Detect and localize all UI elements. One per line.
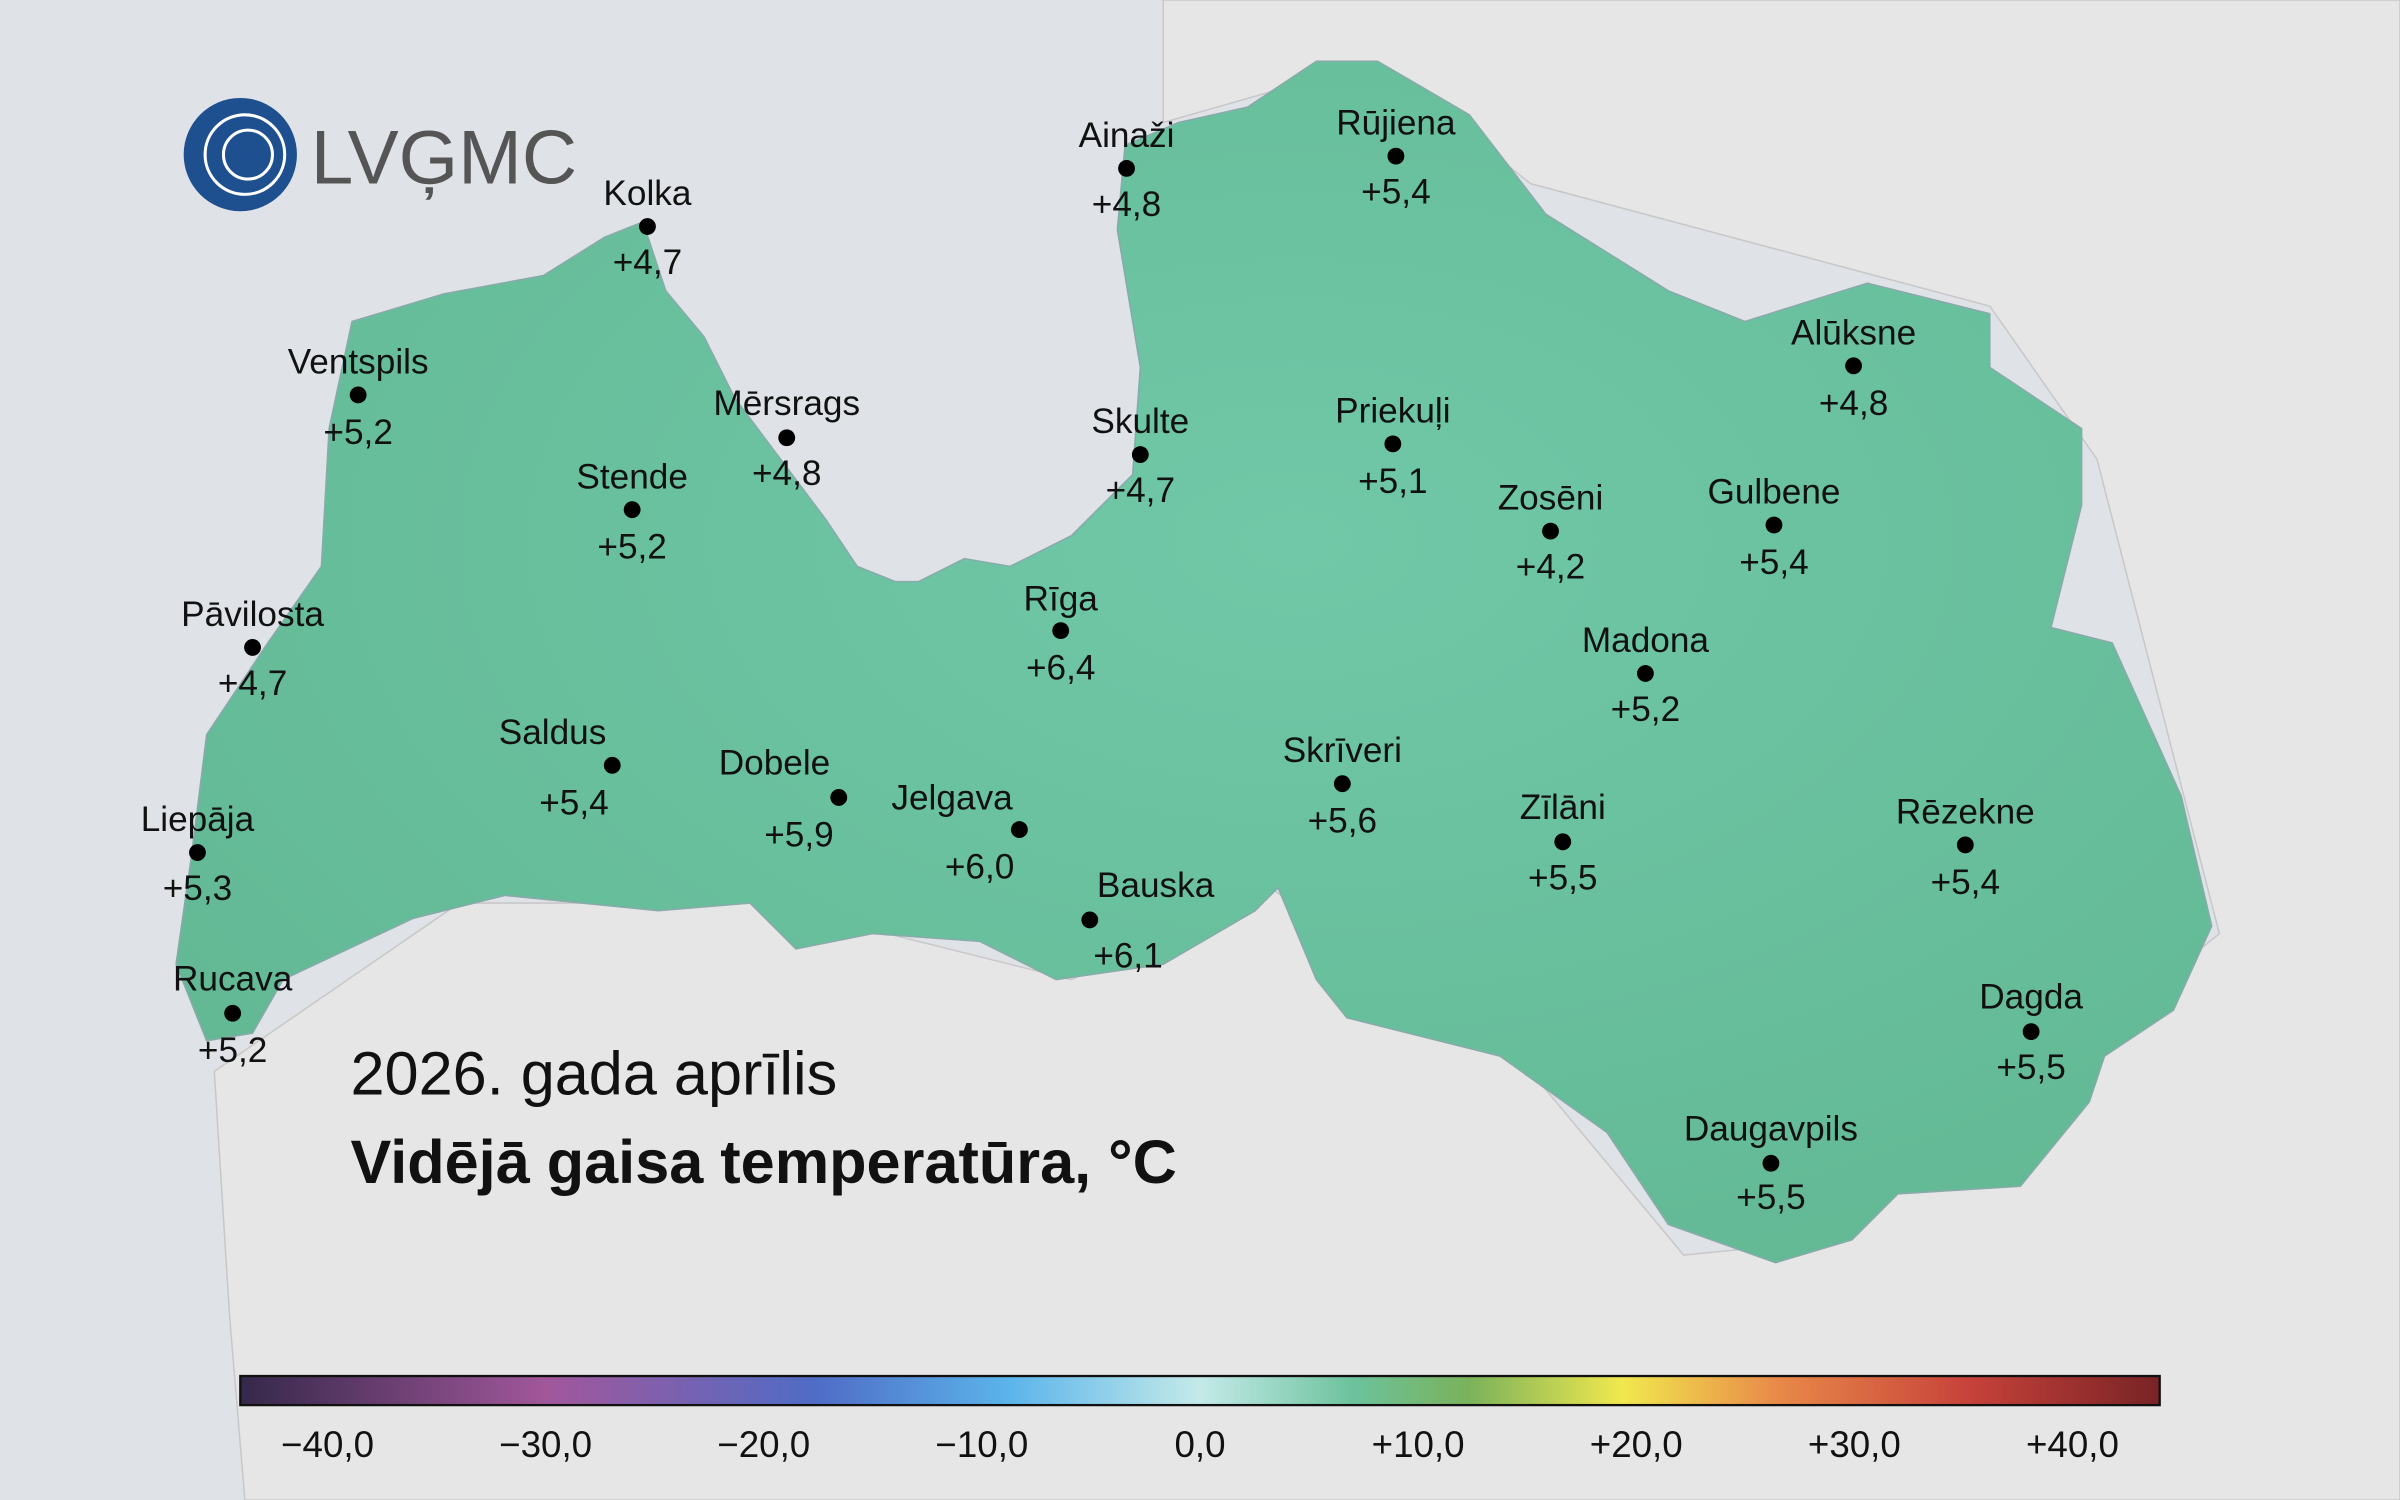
station-name: Kolka [603, 174, 691, 213]
station-value: +5,2 [1611, 690, 1680, 729]
map-period: 2026. gada aprīlis [351, 1039, 838, 1107]
station-value: +4,8 [1819, 384, 1888, 423]
station-value: +5,5 [1528, 858, 1597, 897]
station-name: Zīlāni [1520, 788, 1606, 827]
station-dot [1762, 1154, 1780, 1172]
station-dot [1845, 357, 1862, 375]
latvia [175, 60, 2213, 1264]
station-dot [349, 386, 367, 404]
station-dot [1387, 147, 1405, 165]
colorbar-tick-label: −30,0 [499, 1424, 592, 1465]
station-dot [1010, 821, 1028, 839]
station-name: Bauska [1097, 866, 1215, 905]
station-name: Skrīveri [1283, 731, 1402, 770]
station-dot [1542, 522, 1559, 540]
station-name: Daugavpils [1684, 1109, 1858, 1148]
logo-text: LVĢMC [311, 116, 577, 201]
station-dot [189, 844, 206, 861]
station-name: Stende [576, 457, 688, 496]
station-name: Dagda [1979, 978, 2083, 1017]
map-title: Vidējā gaisa temperatūra, °C [351, 1128, 1177, 1196]
station-value: +5,2 [198, 1031, 267, 1070]
station-value: +5,9 [764, 815, 833, 854]
station-name: Ventspils [288, 342, 429, 381]
logo: LVĢMC [183, 97, 577, 212]
station-dot [639, 218, 656, 235]
colorbar-tick-label: +40,0 [2026, 1424, 2119, 1465]
station-value: +5,4 [1739, 543, 1808, 582]
station-name: Rīga [1024, 580, 1099, 619]
station-value: +4,8 [1092, 185, 1161, 224]
station-name: Mērsrags [713, 384, 860, 423]
colorbar-tick-label: +10,0 [1372, 1424, 1465, 1465]
station-dot [1052, 622, 1070, 640]
station-name: Dobele [719, 743, 831, 782]
station-value: +6,1 [1093, 936, 1162, 975]
station-value: +5,5 [1996, 1048, 2065, 1087]
colorbar-ticks: −40,0 −30,0 −20,0 −10,0 0,0 +10,0 +20,0 +30,0 +4… [281, 1424, 2119, 1465]
station-dot [2022, 1023, 2040, 1041]
station-dot [830, 789, 848, 806]
station-dot [778, 429, 796, 447]
station-dot [1333, 775, 1351, 793]
station-value: +5,1 [1358, 462, 1427, 501]
station-dot [1118, 159, 1135, 177]
station-value: +6,0 [945, 848, 1014, 887]
station-name: Priekuļi [1335, 391, 1450, 430]
station-value: +5,3 [163, 869, 232, 908]
colorbar-tick-label: +20,0 [1590, 1424, 1683, 1465]
colorbar [239, 1374, 2161, 1407]
station-dot [224, 1004, 242, 1022]
colorbar-tick-label: +30,0 [1808, 1424, 1901, 1465]
station-dot [1636, 665, 1654, 682]
station-name: Pāvilosta [181, 595, 324, 634]
station-value: +4,2 [1516, 548, 1585, 587]
logo-ring [221, 128, 274, 181]
station-value: +6,4 [1026, 649, 1095, 688]
station-value: +4,7 [1106, 471, 1175, 510]
station-dot [1081, 911, 1099, 929]
station-value: +5,4 [1361, 173, 1430, 212]
station-value: +5,2 [597, 528, 666, 567]
station-dot [1765, 516, 1783, 534]
station-name: Zosēni [1498, 479, 1604, 518]
station-value: +4,7 [613, 243, 682, 282]
station-dot [1384, 435, 1402, 453]
station-value: +5,2 [323, 413, 392, 452]
station-name: Gulbene [1707, 473, 1840, 512]
logo-ring [203, 113, 287, 196]
station-name: Rucava [173, 959, 293, 998]
logo-mark [183, 97, 297, 212]
station-name: Ainaži [1079, 116, 1175, 155]
station-dot [623, 501, 641, 519]
colorbar-tick-label: −10,0 [935, 1424, 1028, 1465]
station-value: +4,8 [752, 454, 821, 493]
station-dot [603, 756, 621, 774]
station-dot [1554, 833, 1572, 851]
station-dot [244, 639, 261, 656]
station-value: +5,5 [1736, 1178, 1805, 1217]
station-name: Skulte [1091, 402, 1189, 441]
colorbar-tick-label: 0,0 [1174, 1424, 1225, 1465]
station-value: +5,4 [1931, 863, 2000, 902]
station-name: Madona [1582, 621, 1710, 660]
station-value: +5,4 [539, 783, 608, 822]
station-value: +5,6 [1308, 802, 1377, 841]
station-value: +4,7 [218, 664, 287, 703]
station-name: Alūksne [1791, 313, 1916, 352]
station-name: Liepāja [141, 800, 255, 839]
station-name: Rūjiena [1336, 104, 1456, 143]
colorbar-tick-label: −40,0 [281, 1424, 374, 1465]
station-dot [1956, 836, 1974, 854]
stations: Kolka +4,7 Ventspils +5,2 Mērsrags +4,8 Stende… [141, 104, 2084, 1217]
station-name: Jelgava [891, 779, 1013, 818]
station-name: Rēzekne [1896, 792, 2035, 831]
station-name: Saldus [499, 713, 607, 752]
colorbar-tick-label: −20,0 [717, 1424, 810, 1465]
station-dot [1131, 446, 1149, 464]
